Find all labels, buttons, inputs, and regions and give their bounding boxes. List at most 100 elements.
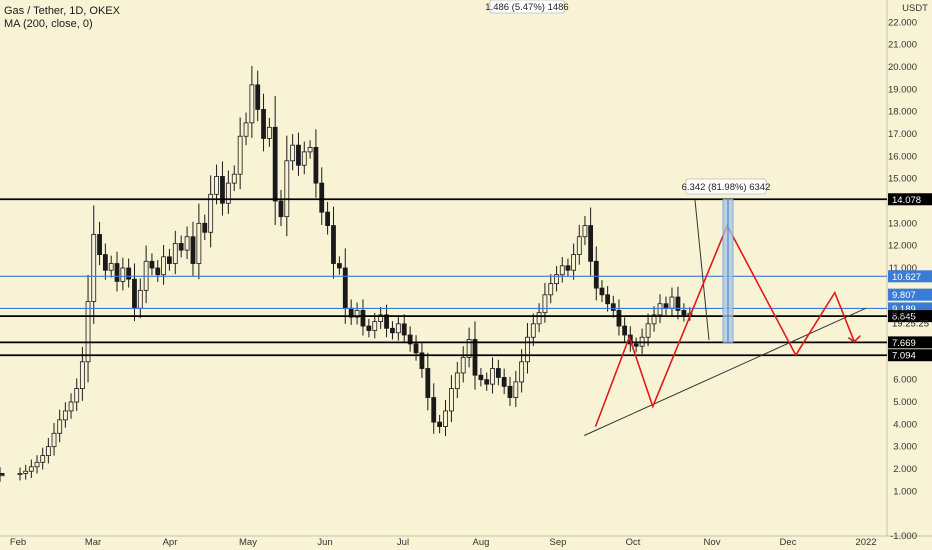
top-measure-box bbox=[489, 0, 565, 14]
price-label-box bbox=[888, 270, 932, 283]
candle-body bbox=[108, 263, 114, 271]
candle-body bbox=[137, 289, 143, 309]
candle-body bbox=[272, 126, 278, 202]
candle-body bbox=[284, 160, 290, 218]
candle-body bbox=[460, 356, 466, 374]
candle-body bbox=[507, 385, 513, 398]
candle-body bbox=[166, 256, 172, 264]
candle-body bbox=[675, 296, 681, 311]
candle-body bbox=[325, 211, 330, 226]
candle-body bbox=[255, 84, 261, 110]
candle-body bbox=[651, 314, 657, 325]
candle-body bbox=[525, 336, 530, 363]
x-tick-label: Aug bbox=[473, 537, 490, 548]
candle-body bbox=[237, 135, 243, 175]
candle-body bbox=[559, 265, 565, 276]
candle-body bbox=[413, 343, 419, 354]
measure-info-text: 6.342 (81.98%) 6342 bbox=[682, 182, 771, 193]
candle-body bbox=[190, 236, 196, 264]
candle-body bbox=[645, 323, 651, 338]
x-tick-label: Oct bbox=[626, 537, 641, 548]
price-label-box bbox=[888, 288, 932, 301]
candle-body bbox=[354, 310, 360, 318]
y-tick-label: 3.000 bbox=[893, 442, 917, 453]
candle-body bbox=[490, 368, 495, 385]
projection-line[interactable] bbox=[694, 199, 710, 341]
countdown-text: 19:25:25 bbox=[892, 318, 929, 329]
y-tick-label: 22.000 bbox=[888, 17, 917, 28]
price-label-text: 7.094 bbox=[892, 351, 916, 362]
candle-body bbox=[155, 267, 161, 276]
candle-body bbox=[68, 401, 74, 412]
candle-body bbox=[290, 144, 296, 162]
candle-body bbox=[449, 388, 454, 412]
chart-legend-title: Gas / Tether, 1D, OKEX bbox=[4, 5, 121, 17]
candle-body bbox=[437, 421, 443, 427]
price-label-text: 7.669 bbox=[892, 338, 916, 349]
candle-body bbox=[336, 263, 342, 269]
candle-body bbox=[214, 176, 219, 195]
candle-body bbox=[342, 267, 348, 309]
y-tick-label: 18.000 bbox=[888, 107, 917, 118]
candle-body bbox=[582, 225, 588, 238]
candle-body bbox=[530, 323, 536, 338]
y-tick-label: 5.000 bbox=[893, 397, 917, 408]
candle-body bbox=[202, 222, 208, 233]
y-tick-label: 21.000 bbox=[888, 40, 917, 51]
candle-body bbox=[313, 146, 319, 184]
candle-body bbox=[372, 321, 378, 331]
candle-body bbox=[519, 361, 525, 383]
y-tick-label: 17.000 bbox=[888, 129, 917, 140]
candle-body bbox=[593, 260, 599, 289]
candle-body bbox=[178, 243, 184, 251]
candle-body bbox=[454, 372, 460, 390]
candle-body bbox=[102, 254, 108, 271]
x-tick-label: Apr bbox=[163, 537, 178, 548]
candle-body bbox=[633, 343, 639, 347]
candle-body bbox=[663, 303, 669, 309]
candle-body bbox=[395, 323, 401, 334]
candle-body bbox=[114, 263, 120, 282]
candle-body bbox=[565, 265, 571, 271]
candle-body bbox=[484, 379, 490, 385]
candle-body bbox=[51, 432, 57, 448]
candle-body bbox=[513, 381, 519, 398]
pattern-arrowhead bbox=[847, 335, 861, 343]
candle-body bbox=[478, 374, 484, 381]
candle-body bbox=[390, 327, 395, 334]
candle-body bbox=[45, 446, 51, 456]
candle-body bbox=[407, 334, 413, 345]
x-tick-label: Mar bbox=[85, 537, 101, 548]
candle-body bbox=[243, 122, 249, 137]
candle-body bbox=[401, 323, 407, 336]
y-tick-label: 4.000 bbox=[893, 419, 917, 430]
ma-legend-label: MA (200, close, 0) bbox=[4, 18, 93, 30]
candle-body bbox=[196, 222, 202, 264]
candle-body bbox=[425, 368, 431, 398]
candle-body bbox=[266, 126, 272, 139]
candle-body bbox=[616, 310, 622, 327]
candle-body bbox=[366, 325, 372, 331]
candle-body bbox=[319, 182, 325, 213]
candle-body bbox=[301, 151, 307, 166]
candle-body bbox=[443, 410, 448, 427]
y-tick-label: 1.000 bbox=[893, 486, 917, 497]
candle-body bbox=[657, 303, 663, 316]
candle-body bbox=[79, 361, 85, 389]
price-label-text: 9.807 bbox=[892, 290, 916, 301]
candle-body bbox=[472, 339, 478, 376]
candle-body bbox=[599, 287, 605, 296]
candle-body bbox=[85, 301, 91, 363]
currency-label: USDT bbox=[902, 3, 928, 14]
candle-body bbox=[132, 278, 137, 309]
candle-body bbox=[220, 176, 225, 204]
y-tick-label: 11.000 bbox=[889, 263, 917, 274]
candle-body bbox=[495, 368, 501, 378]
x-tick-label: Feb bbox=[10, 537, 26, 548]
candle-body bbox=[161, 256, 166, 276]
candle-body bbox=[57, 419, 63, 434]
support-trendline[interactable] bbox=[584, 307, 867, 436]
candle-body bbox=[126, 267, 132, 280]
candle-body bbox=[23, 470, 29, 474]
